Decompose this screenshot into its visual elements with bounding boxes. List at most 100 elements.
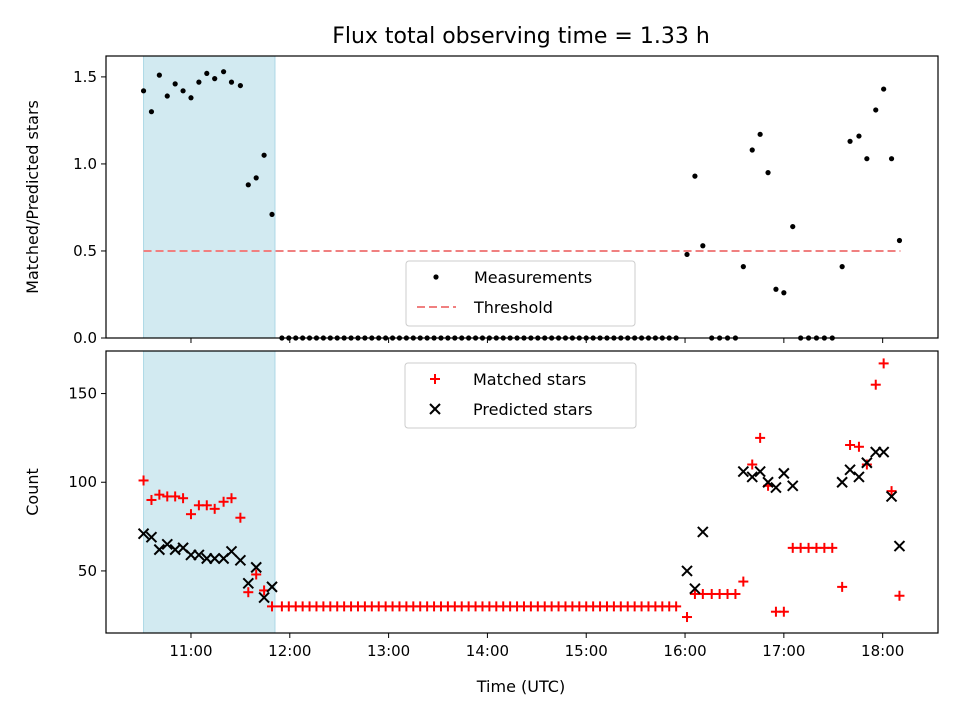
measurement-point (445, 335, 451, 341)
measurement-point (732, 335, 739, 341)
predicted-star-point (242, 577, 254, 590)
x-stroke-b (836, 476, 848, 488)
measurement-point (847, 138, 853, 144)
measurement-point (583, 335, 589, 341)
measurement-point (888, 156, 895, 162)
measurement-point (438, 335, 444, 341)
matched-star-point (251, 569, 262, 580)
measurement-point (790, 223, 796, 230)
observing-interval-shade (143, 55, 276, 339)
matched-star-point (185, 509, 196, 520)
measurement-point (156, 72, 162, 78)
predicted-star-point (266, 581, 278, 593)
predicted-star-point (836, 476, 848, 488)
x-tick-label: 11:00 (169, 642, 212, 660)
measurement-point (479, 335, 486, 341)
legend-label-matched: Matched stars (473, 370, 586, 389)
predicted-star-point (137, 527, 150, 540)
measurement-point (245, 182, 251, 188)
matched-star-point (738, 576, 749, 587)
y-axis-label: Count (23, 468, 42, 516)
measurement-point (740, 264, 746, 270)
x-stroke-b (844, 464, 856, 476)
legend-label-measurements: Measurements (474, 268, 592, 287)
measurement-point (528, 335, 534, 341)
measurement-point (873, 107, 879, 113)
x-stroke-b (877, 446, 890, 458)
measurement-point (424, 335, 430, 341)
predicted-star-point (762, 476, 774, 488)
measurement-point (645, 335, 652, 341)
legend-label-predicted: Predicted stars (473, 400, 593, 419)
measurement-point (856, 133, 862, 139)
measurement-point (417, 335, 423, 341)
y-tick-label: 1.5 (73, 68, 97, 86)
measurement-point (549, 335, 555, 341)
measurement-point (576, 335, 582, 341)
x-stroke-b (153, 543, 166, 556)
measurement-point (164, 93, 170, 99)
y-tick-label: 50 (78, 562, 97, 580)
matched-star-point (730, 588, 741, 599)
measurement-point (562, 335, 569, 341)
measurement-point (334, 335, 340, 341)
matched-star-point (878, 358, 889, 369)
predicted-star-point (225, 545, 238, 558)
measurement-point (521, 335, 527, 341)
x-stroke-b (853, 471, 865, 483)
matched-star-point (894, 590, 905, 601)
x-stroke-b (137, 527, 150, 540)
matched-star-point (243, 587, 254, 598)
predicted-star-point (787, 480, 799, 492)
predicted-star-point (681, 565, 693, 577)
x-stroke-b (697, 526, 709, 538)
measurement-point (148, 109, 155, 115)
matched-star-point (178, 493, 189, 504)
measurement-point (555, 335, 562, 341)
legend-marker-measurements (433, 274, 439, 280)
x-stroke-b (762, 476, 774, 488)
measurement-point (896, 237, 903, 244)
predicted-star-point (153, 543, 166, 556)
measurement-point (813, 335, 820, 341)
measurement-point (486, 335, 492, 341)
matched-star-point (853, 441, 864, 452)
x-stroke-b (258, 591, 270, 604)
measurement-point (389, 335, 396, 341)
measurement-point (327, 335, 333, 341)
legend: Measurements Threshold (405, 260, 636, 327)
measurement-point (684, 251, 690, 258)
ratio-panel: 0.0 0.5 1.0 1.5 Matched/Predicted stars Measu… (23, 55, 939, 347)
y-tick-label: 1.0 (73, 155, 97, 173)
matched-star-point (146, 494, 157, 505)
measurement-point (196, 79, 202, 85)
measurement-point (396, 335, 403, 341)
measurement-point (261, 152, 267, 158)
matched-star-point (861, 459, 872, 470)
x-tick-label: 17:00 (762, 642, 805, 660)
matched-star-point (837, 581, 848, 592)
measurement-point (757, 131, 763, 137)
measurement-point (821, 335, 827, 341)
matched-star-point (235, 512, 246, 523)
measurement-point (692, 173, 698, 179)
measurement-point (781, 290, 787, 296)
measurement-point (597, 335, 603, 341)
measurement-point (431, 335, 437, 341)
matched-star-point (886, 486, 897, 497)
measurement-point (220, 69, 227, 75)
measurement-point (313, 335, 320, 341)
measurement-point (542, 335, 548, 341)
predicted-star-point (885, 490, 898, 503)
measurement-point (673, 335, 679, 341)
measurement-point (204, 70, 210, 77)
measurement-point (452, 335, 458, 341)
measurement-point (659, 335, 665, 341)
matched-star-point (870, 379, 881, 390)
legend: Matched stars Predicted stars (404, 362, 637, 429)
measurement-point (237, 82, 243, 89)
measurement-point (839, 264, 845, 270)
matched-star-point (209, 503, 220, 514)
x-stroke-b (193, 549, 205, 561)
